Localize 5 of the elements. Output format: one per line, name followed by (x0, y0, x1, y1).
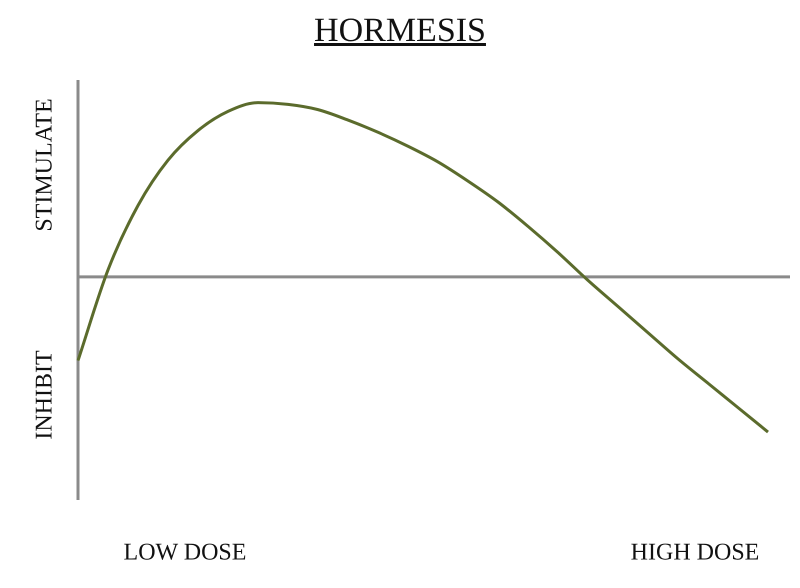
text: INHIBIT (32, 350, 58, 440)
chart-title: HORMESIS (313, 12, 487, 50)
text: STIMULATE (32, 98, 58, 232)
text: LOW DOSE (124, 540, 246, 566)
text: HIGH DOSE (630, 540, 760, 566)
